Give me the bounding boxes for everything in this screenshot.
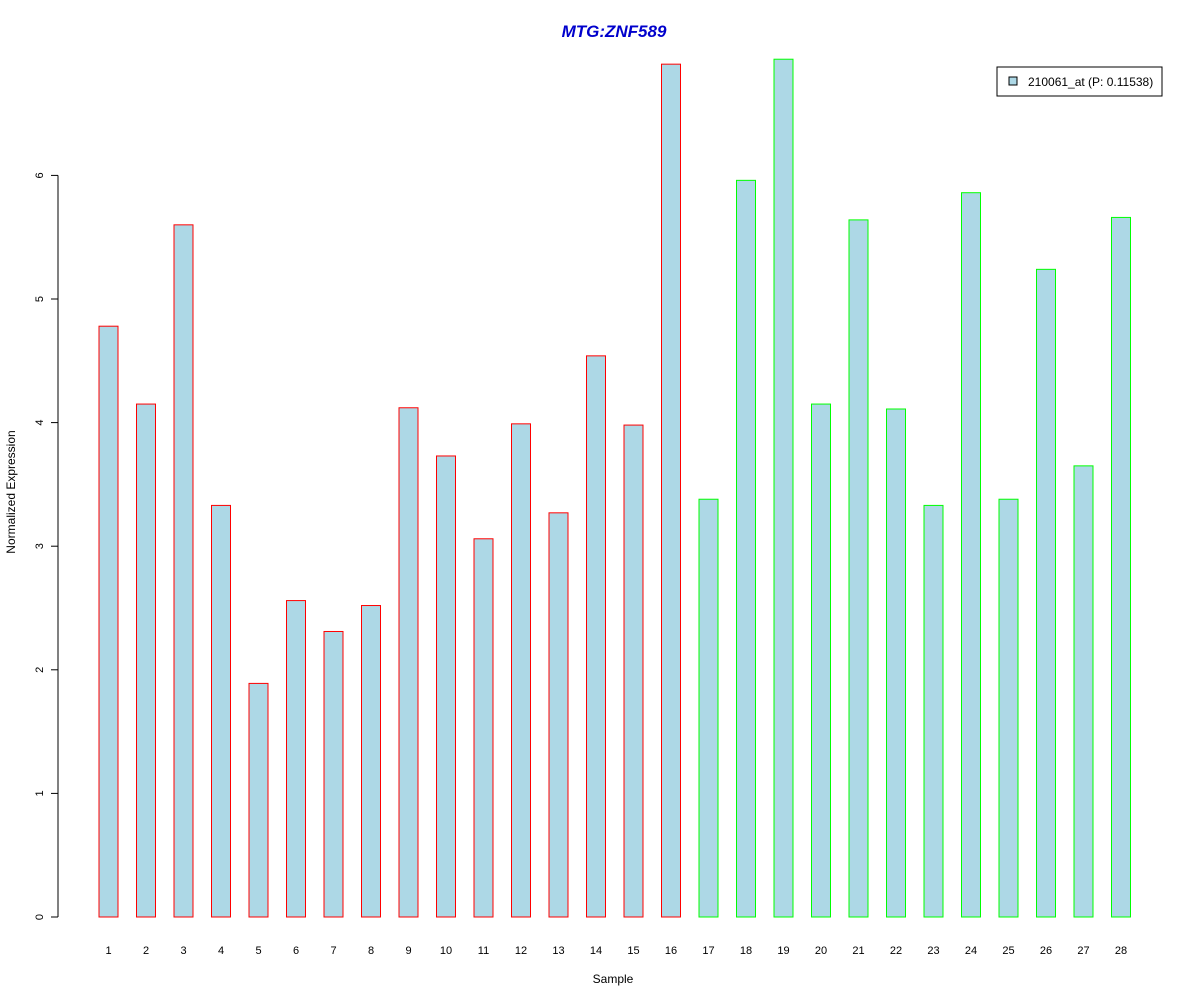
x-tick-label: 1 (105, 945, 111, 957)
legend: 210061_at (P: 0.11538) (996, 66, 1163, 97)
x-tick-label: 9 (405, 945, 411, 957)
y-tick-label: 5 (34, 296, 46, 302)
x-tick-label: 16 (665, 945, 677, 957)
bar-sample-1 (98, 325, 119, 918)
bar-sample-9 (398, 407, 419, 918)
x-tick-label: 15 (627, 945, 639, 957)
y-axis: 0 1 2 3 4 5 6 (34, 172, 59, 920)
legend-swatch (1008, 76, 1018, 86)
x-tick-label: 20 (815, 945, 827, 957)
x-tick-label: 10 (440, 945, 452, 957)
x-tick-label: 3 (180, 945, 186, 957)
bar-sample-17 (698, 498, 719, 918)
bar-sample-3 (173, 224, 194, 918)
x-tick-label: 17 (702, 945, 714, 957)
x-tick-label: 23 (927, 945, 939, 957)
x-tick-labels: 1 2 3 4 5 6 7 8 9 10 11 12 13 14 15 16 17 18 19 20 21 22 23 24 2… (105, 945, 1127, 957)
bar-sample-7 (323, 630, 344, 918)
x-tick-label: 2 (143, 945, 149, 957)
bar-sample-11 (473, 538, 494, 918)
bar-sample-27 (1073, 465, 1094, 918)
x-tick-label: 19 (777, 945, 789, 957)
x-tick-label: 14 (590, 945, 602, 957)
x-tick-label: 28 (1115, 945, 1127, 957)
bar-sample-21 (848, 219, 869, 918)
bar-sample-20 (811, 403, 831, 918)
y-axis-label: Normalized Expression (4, 430, 18, 553)
y-tick-label: 2 (34, 667, 46, 673)
x-tick-label: 27 (1077, 945, 1089, 957)
x-tick-label: 5 (255, 945, 261, 957)
bar-sample-4 (211, 504, 231, 918)
bar-sample-13 (548, 512, 569, 918)
y-tick-label: 4 (34, 420, 46, 426)
legend-box (996, 66, 1163, 97)
x-tick-label: 8 (368, 945, 374, 957)
bar-sample-19 (773, 58, 794, 918)
x-tick-label: 4 (218, 945, 224, 957)
bar-sample-12 (511, 423, 531, 918)
bar-sample-28 (1111, 216, 1131, 918)
x-tick-label: 12 (515, 945, 527, 957)
x-tick-label: 25 (1002, 945, 1014, 957)
bar-sample-24 (961, 192, 981, 918)
x-tick-label: 24 (965, 945, 977, 957)
x-tick-label: 18 (740, 945, 752, 957)
x-tick-label: 22 (890, 945, 902, 957)
y-tick-label: 6 (34, 172, 46, 178)
bar-sample-6 (286, 600, 306, 918)
y-tick-label: 0 (34, 914, 46, 920)
bar-sample-15 (623, 424, 644, 918)
y-tick-label: 3 (34, 543, 46, 549)
x-tick-label: 21 (852, 945, 864, 957)
x-tick-label: 6 (293, 945, 299, 957)
bar-sample-26 (1036, 268, 1056, 918)
bar-sample-2 (136, 403, 156, 918)
x-axis-label: Sample (593, 972, 634, 986)
bar-sample-18 (736, 179, 756, 918)
bar-sample-14 (586, 355, 606, 918)
bar-sample-25 (998, 498, 1019, 918)
y-tick-label: 1 (34, 790, 46, 796)
bar-sample-22 (886, 408, 906, 918)
bars (98, 58, 1131, 918)
x-tick-label: 13 (552, 945, 564, 957)
chart-title: MTG:ZNF589 (562, 22, 667, 41)
x-tick-label: 11 (478, 945, 489, 957)
x-tick-label: 26 (1040, 945, 1052, 957)
bar-sample-5 (248, 682, 269, 918)
bar-sample-16 (661, 63, 681, 918)
bar-sample-8 (361, 605, 381, 918)
bar-sample-23 (923, 504, 944, 918)
x-tick-label: 7 (330, 945, 336, 957)
legend-label: 210061_at (P: 0.11538) (1028, 75, 1153, 89)
bar-sample-10 (436, 455, 456, 918)
